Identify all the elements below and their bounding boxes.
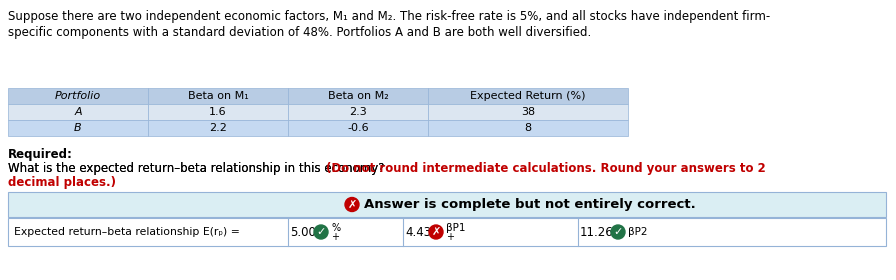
Text: (Do not round intermediate calculations. Round your answers to 2: (Do not round intermediate calculations.… <box>326 162 766 175</box>
Bar <box>8 120 148 136</box>
Text: +: + <box>331 232 339 242</box>
Text: Expected return–beta relationship E(rₚ) =: Expected return–beta relationship E(rₚ) … <box>14 227 240 237</box>
Text: A: A <box>74 107 82 117</box>
Text: 1.6: 1.6 <box>209 107 227 117</box>
Text: ✓: ✓ <box>614 227 623 237</box>
Text: What is the expected return–beta relationship in this economy?: What is the expected return–beta relatio… <box>8 162 388 175</box>
Text: 5.00: 5.00 <box>290 225 316 239</box>
Circle shape <box>611 225 625 239</box>
Bar <box>428 120 628 136</box>
Text: -0.6: -0.6 <box>347 123 369 133</box>
Bar <box>288 104 428 120</box>
Text: Beta on M₂: Beta on M₂ <box>328 91 388 101</box>
Text: Beta on M₁: Beta on M₁ <box>187 91 248 101</box>
Bar <box>8 104 148 120</box>
Text: +: + <box>446 232 454 242</box>
Text: B: B <box>74 123 82 133</box>
Bar <box>8 192 886 217</box>
Bar <box>428 88 628 104</box>
Bar <box>288 120 428 136</box>
Text: 2.2: 2.2 <box>209 123 227 133</box>
Text: βP2: βP2 <box>628 227 648 237</box>
Bar <box>8 88 148 104</box>
Text: Answer is complete but not entirely correct.: Answer is complete but not entirely corr… <box>364 198 696 211</box>
Bar <box>8 218 886 246</box>
Text: decimal places.): decimal places.) <box>8 176 116 189</box>
Text: Expected Return (%): Expected Return (%) <box>470 91 586 101</box>
Circle shape <box>345 197 359 211</box>
Bar <box>148 120 288 136</box>
Text: 4.43: 4.43 <box>405 225 431 239</box>
Text: ✗: ✗ <box>431 227 441 237</box>
Text: 2.3: 2.3 <box>349 107 366 117</box>
Text: 11.26: 11.26 <box>579 225 613 239</box>
Circle shape <box>429 225 443 239</box>
Text: 38: 38 <box>521 107 535 117</box>
Text: %: % <box>331 223 340 233</box>
Text: specific components with a standard deviation of 48%. Portfolios A and B are bot: specific components with a standard devi… <box>8 26 591 39</box>
Bar <box>288 88 428 104</box>
Bar <box>148 104 288 120</box>
Bar <box>148 88 288 104</box>
Text: Suppose there are two independent economic factors, M₁ and M₂. The risk-free rat: Suppose there are two independent econom… <box>8 10 771 23</box>
Text: ✓: ✓ <box>316 227 325 237</box>
Text: ✗: ✗ <box>348 199 357 209</box>
Text: Required:: Required: <box>8 148 73 161</box>
Text: βP1: βP1 <box>446 223 466 233</box>
Text: 8: 8 <box>524 123 531 133</box>
Text: Portfolio: Portfolio <box>55 91 101 101</box>
Bar <box>428 104 628 120</box>
Text: What is the expected return–beta relationship in this economy?: What is the expected return–beta relatio… <box>8 162 388 175</box>
Circle shape <box>314 225 328 239</box>
